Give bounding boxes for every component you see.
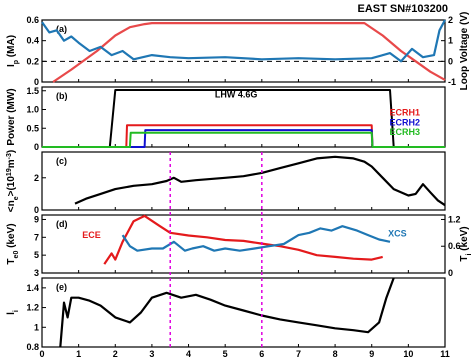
y-tick-label: 1.5 [26, 86, 39, 96]
panel-frame [41, 86, 446, 148]
y-tick-label: 1.2 [26, 303, 39, 313]
y-tick-label-right: -1 [448, 77, 456, 87]
y-tick-label: 5 [34, 250, 39, 260]
y-tick-label: 3 [34, 268, 39, 278]
panel-c: 0 2 (c) [34, 151, 446, 215]
annotation-ecrh2: ECRH2 [389, 117, 420, 127]
panel-d: 3 5 7 9 0 0.6 1.2 (d) ECE XCS [34, 214, 461, 278]
panel-a: 0 0.2 0.4 0.6 -1 0 1 2 (a) [26, 15, 456, 87]
series-line-ecrh3 [42, 131, 445, 148]
annotation-lhw-4-6g: LHW 4.6G [215, 90, 258, 100]
x-tick-label: 5 [223, 349, 228, 357]
x-tick-label: 1 [76, 349, 81, 357]
y-tick-label-right: 1.2 [448, 214, 461, 224]
panel-frame [41, 277, 446, 348]
series-line-2 [41, 19, 446, 63]
y-tick-label: 0.2 [26, 56, 39, 66]
annotation-ecrh1: ECRH1 [389, 108, 420, 118]
y-tick-label-right: 1 [448, 36, 453, 46]
panel-label: (a) [56, 24, 67, 34]
panel-frame [41, 214, 446, 274]
y-tick-label-right: 0 [448, 268, 453, 278]
series-line-1 [52, 22, 446, 83]
y-axis-label: Ip (MA) [6, 35, 20, 67]
y-tick-label: 1.0 [26, 105, 39, 115]
y-tick-label-right: 0.6 [448, 241, 461, 251]
annotation-ece: ECE [82, 230, 101, 240]
y-tick-label: 9 [34, 214, 39, 224]
x-tick-label: 11 [440, 349, 450, 357]
annotation-ecrh3: ECRH3 [389, 127, 420, 137]
y-tick-label-right: 2 [448, 15, 453, 25]
y-tick-label-right: 0 [448, 56, 453, 66]
x-tick-label: 10 [403, 349, 413, 357]
panel-label: (d) [56, 219, 68, 229]
y-axis-label-right: Loop Voltage (V) [459, 12, 470, 91]
series-line-xcs [121, 225, 391, 252]
y-tick-label: 0.5 [26, 123, 39, 133]
series-line-ecrh1 [42, 124, 445, 148]
x-tick-label: 0 [39, 349, 44, 357]
y-axis-label: <ne>(1019m-3) [6, 150, 20, 212]
panel-e: 0.8 1 1.2 1.4 (e) 0 1 2 3 4 5 6 7 8 9 10 11 [26, 277, 450, 357]
panel-frame [41, 151, 446, 211]
annotation-xcs: XCS [388, 228, 407, 238]
y-tick-label: 1 [34, 322, 39, 332]
y-tick-label: 0.4 [26, 36, 39, 46]
y-axis-label-right: Ti (keV) [459, 226, 471, 261]
y-axis-label: Te0 (keV) [6, 223, 20, 264]
figure-title: EAST SN#103200 [358, 3, 449, 15]
y-axis-label: li [6, 310, 20, 315]
y-tick-label: 2 [34, 173, 39, 183]
y-tick-label: 0 [34, 205, 39, 215]
y-tick-label: 0 [34, 77, 39, 87]
series-line-ece [103, 214, 383, 265]
y-tick-label: 0 [34, 142, 39, 152]
x-tick-label: 3 [149, 349, 154, 357]
x-tick-label: 8 [333, 349, 338, 357]
x-tick-label: 2 [113, 349, 118, 357]
panel-label: (b) [56, 91, 68, 101]
x-tick-label: 7 [296, 349, 301, 357]
series-line-1 [59, 277, 395, 348]
x-tick-label: 4 [186, 349, 191, 357]
y-axis-label: Power (MW) [6, 88, 17, 145]
panel-label: (c) [56, 156, 67, 166]
x-tick-label: 9 [369, 349, 374, 357]
y-tick-label: 0.6 [26, 15, 39, 25]
y-tick-label: 1.4 [26, 283, 39, 293]
x-tick-label: 6 [259, 349, 264, 357]
panel-frame [41, 19, 446, 83]
panel-label: (e) [56, 282, 67, 292]
series-line-1 [74, 155, 446, 207]
y-tick-label: 7 [34, 232, 39, 242]
y-tick-label: 0.8 [26, 342, 39, 352]
